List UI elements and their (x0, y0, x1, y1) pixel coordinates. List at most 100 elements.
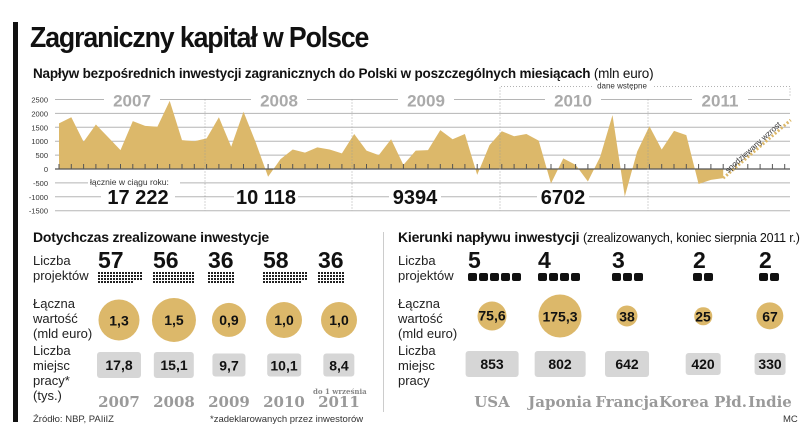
project-square (272, 278, 274, 280)
jobs-box: 8,4 (323, 353, 355, 377)
project-square (174, 275, 176, 277)
row-label-line: pracy (398, 373, 430, 388)
project-square (226, 272, 228, 274)
project-square (125, 272, 127, 274)
project-square (156, 281, 158, 283)
project-square (131, 275, 133, 277)
footnote: *zadeklarowanych przez inwestorów (210, 414, 364, 425)
project-square (336, 278, 338, 280)
project-square (333, 278, 335, 280)
row-label-jobs: Liczba miejsc pracy (398, 343, 436, 388)
projects-count: 2 (693, 247, 706, 273)
project-square (177, 272, 179, 274)
project-square (192, 275, 194, 277)
project-square (287, 272, 289, 274)
project-square (318, 272, 320, 274)
subtitle-unit: (mln euro) (593, 66, 654, 81)
project-square (128, 278, 130, 280)
year-total: 10 118 (236, 187, 296, 209)
year-label: 2009 (407, 92, 445, 111)
project-square (211, 281, 213, 283)
project-square (324, 281, 326, 283)
project-square (284, 278, 286, 280)
project-square (192, 281, 194, 283)
project-square (318, 281, 320, 283)
project-square (192, 272, 194, 274)
project-square (137, 272, 139, 274)
year-label-bg (104, 90, 160, 105)
project-square (119, 281, 121, 283)
project-square (119, 272, 121, 274)
project-square (226, 275, 228, 277)
project-square (269, 278, 271, 280)
project-square (770, 273, 779, 281)
project-square (153, 275, 155, 277)
project-square (140, 275, 142, 277)
y-tick-label: 1500 (31, 123, 48, 132)
preliminary-label: dane wstępne (597, 82, 647, 91)
value-circle: 1,3 (98, 299, 140, 341)
year-total: 6702 (541, 187, 586, 209)
project-square (324, 278, 326, 280)
project-square (208, 278, 210, 280)
project-square (275, 275, 277, 277)
project-square (165, 275, 167, 277)
project-square (177, 275, 179, 277)
row-label-projects: Liczba projektów (33, 253, 89, 283)
year-total: 17 222 (107, 187, 168, 209)
expected-growth-line (722, 118, 792, 180)
projects-pictogram (153, 272, 194, 283)
row-label-projects: Liczba projektów (398, 253, 454, 283)
project-square (327, 278, 329, 280)
project-square (293, 275, 295, 277)
project-square (217, 281, 219, 283)
totals-label: łącznie w ciągu roku: (90, 177, 169, 187)
project-square (223, 281, 225, 283)
project-square (119, 275, 121, 277)
project-square (107, 275, 109, 277)
row-label-line: miejsc (33, 358, 70, 373)
year-total-bg (537, 186, 589, 205)
project-square (321, 272, 323, 274)
project-square (263, 281, 265, 283)
project-square (759, 273, 768, 281)
project-square (113, 281, 115, 283)
project-square (501, 273, 510, 281)
right-heading-note: (zrealizowanych, koniec sierpnia 2011 r.… (583, 231, 800, 245)
year-label: 2007 (113, 92, 151, 111)
projects-count: 36 (318, 247, 344, 273)
project-square (263, 275, 265, 277)
row-label-line: Liczba (398, 343, 436, 358)
project-square (229, 278, 231, 280)
right-section-heading: Kierunki napływu inwestycji (zrealizowan… (398, 229, 800, 245)
project-square (110, 275, 112, 277)
project-square (693, 273, 702, 281)
project-square (208, 281, 210, 283)
y-tick-label: -1500 (29, 207, 48, 216)
project-square (278, 278, 280, 280)
project-square (287, 281, 289, 283)
row-label-line: (tys.) (33, 388, 62, 403)
source-note: Źródło: NBP, PAIiIZ (33, 414, 114, 425)
project-square (318, 278, 320, 280)
project-square (330, 278, 332, 280)
project-square (479, 273, 488, 281)
country-label: Japonia (528, 393, 592, 411)
project-square (330, 272, 332, 274)
project-square (107, 281, 109, 283)
row-label-line: Liczba (33, 253, 71, 268)
project-square (168, 272, 170, 274)
project-square (116, 275, 118, 277)
y-tick-label: 2000 (31, 109, 48, 118)
project-square (290, 275, 292, 277)
author-credit: MC (783, 414, 798, 425)
project-square (211, 275, 213, 277)
projects-count: 56 (153, 247, 179, 273)
project-square (186, 278, 188, 280)
project-square (211, 272, 213, 274)
project-square (284, 281, 286, 283)
project-square (171, 281, 173, 283)
year-total-bg (234, 186, 298, 205)
project-square (131, 278, 133, 280)
y-tick-label: 1000 (31, 137, 48, 146)
